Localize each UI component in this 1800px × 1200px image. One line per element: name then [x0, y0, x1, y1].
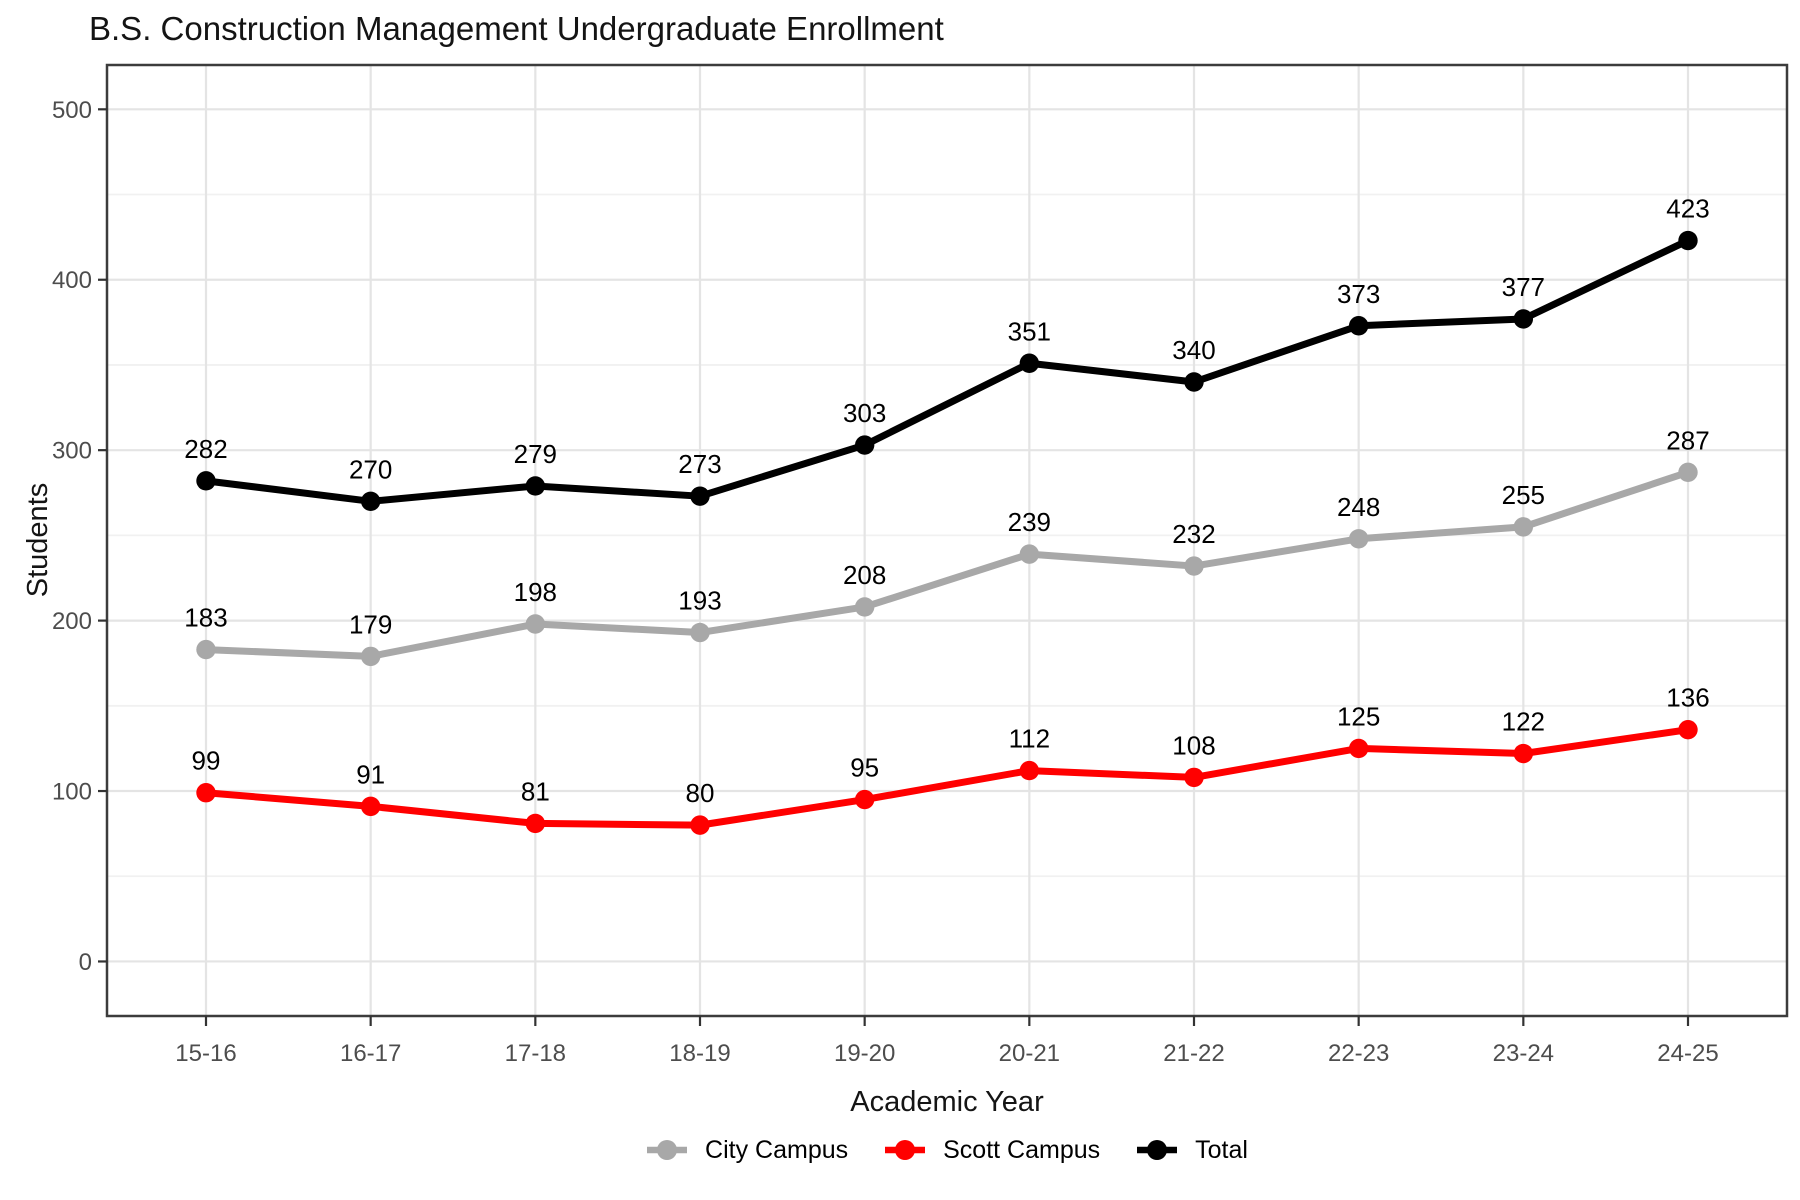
legend-label-city-campus: City Campus — [705, 1135, 849, 1164]
x-tick-label: 23-24 — [1493, 1040, 1554, 1067]
data-point-total — [360, 491, 381, 512]
legend-item-scott-campus: Scott Campus — [884, 1136, 1100, 1165]
data-point-city-campus — [196, 639, 216, 660]
data-point-city-campus — [525, 614, 546, 634]
data-point-city-campus — [690, 622, 710, 643]
point-label-city-campus: 193 — [678, 586, 721, 616]
data-point-total — [1184, 372, 1204, 392]
legend-key-icon-total — [1137, 1140, 1178, 1160]
legend: City Campus Scott Campus Total — [107, 1132, 1787, 1168]
y-tick-label: 200 — [52, 608, 92, 635]
data-point-scott-campus — [690, 815, 710, 835]
data-point-scott-campus — [525, 813, 546, 834]
point-label-total: 270 — [349, 454, 392, 484]
y-tick-label: 300 — [52, 438, 92, 465]
point-label-scott-campus: 80 — [686, 778, 715, 808]
x-tick-label: 21-22 — [1163, 1040, 1224, 1067]
data-point-scott-campus — [1348, 738, 1369, 759]
point-label-scott-campus: 108 — [1172, 730, 1215, 760]
data-point-city-campus — [1184, 556, 1204, 576]
point-label-city-campus: 208 — [843, 560, 886, 590]
data-point-total — [525, 476, 546, 496]
x-tick-label: 22-23 — [1328, 1040, 1389, 1067]
point-label-total: 377 — [1502, 272, 1545, 302]
data-point-city-campus — [1019, 544, 1040, 564]
series-line-scott-campus — [205, 726, 1689, 829]
chart-title: B.S. Construction Management Undergradua… — [89, 10, 944, 47]
legend-item-city-campus: City Campus — [646, 1136, 848, 1165]
x-tick-label: 18-19 — [669, 1040, 730, 1067]
x-tick-label: 17-18 — [505, 1040, 566, 1067]
point-label-city-campus: 198 — [514, 577, 557, 607]
data-point-city-campus — [1348, 529, 1369, 549]
point-label-city-campus: 183 — [184, 603, 227, 633]
y-tick-label: 400 — [52, 267, 92, 294]
point-label-city-campus: 287 — [1666, 425, 1709, 455]
point-label-scott-campus: 81 — [521, 776, 550, 806]
point-label-total: 282 — [184, 434, 227, 464]
data-point-total — [1019, 353, 1040, 373]
x-tick-label: 19-20 — [834, 1040, 895, 1067]
point-label-scott-campus: 136 — [1666, 683, 1709, 713]
panel-border — [105, 63, 1789, 1018]
point-label-total: 373 — [1337, 279, 1380, 309]
data-point-scott-campus — [360, 796, 381, 817]
data-point-total — [1513, 309, 1534, 329]
legend-key-dot — [895, 1140, 916, 1160]
x-tick-label: 20-21 — [999, 1040, 1060, 1067]
data-point-city-campus — [854, 597, 875, 617]
data-point-scott-campus — [1678, 719, 1698, 740]
point-label-scott-campus: 99 — [192, 746, 221, 776]
point-label-total: 351 — [1008, 316, 1051, 346]
data-point-scott-campus — [1019, 760, 1040, 781]
point-label-city-campus: 179 — [349, 609, 392, 639]
point-label-scott-campus: 112 — [1009, 724, 1050, 754]
point-label-total: 423 — [1666, 194, 1709, 224]
data-point-scott-campus — [1513, 743, 1534, 764]
data-point-total — [196, 471, 216, 491]
data-point-scott-campus — [854, 789, 875, 810]
data-point-total — [1678, 230, 1698, 251]
data-point-total — [690, 486, 710, 506]
legend-item-total: Total — [1136, 1136, 1248, 1165]
data-point-total — [854, 435, 875, 455]
legend-label-scott-campus: Scott Campus — [943, 1135, 1101, 1164]
data-point-city-campus — [1678, 462, 1698, 483]
point-label-city-campus: 232 — [1172, 519, 1215, 549]
legend-key-icon-city-campus — [647, 1140, 688, 1160]
legend-key-dot — [1147, 1140, 1168, 1160]
point-label-city-campus: 239 — [1008, 507, 1051, 537]
y-tick-label: 100 — [52, 779, 92, 806]
point-label-scott-campus: 95 — [850, 753, 879, 783]
data-point-total — [1348, 316, 1369, 336]
point-label-city-campus: 255 — [1502, 480, 1545, 510]
x-tick-label: 24-25 — [1657, 1040, 1718, 1067]
data-point-city-campus — [360, 646, 381, 667]
x-axis-title: Academic Year — [850, 1086, 1044, 1118]
point-label-scott-campus: 122 — [1502, 707, 1545, 737]
point-label-total: 279 — [514, 439, 557, 469]
y-tick-label: 500 — [52, 97, 92, 124]
x-tick-label: 15-16 — [175, 1040, 236, 1067]
series-line-total — [205, 237, 1690, 505]
data-point-scott-campus — [1184, 767, 1204, 788]
legend-key-icon-scott-campus — [885, 1140, 926, 1160]
point-label-total: 340 — [1172, 335, 1215, 365]
data-point-city-campus — [1513, 517, 1534, 537]
data-point-scott-campus — [196, 783, 216, 803]
x-tick-label: 16-17 — [340, 1040, 401, 1067]
point-label-scott-campus: 91 — [356, 759, 385, 789]
point-label-total: 273 — [678, 449, 721, 479]
point-label-city-campus: 248 — [1337, 492, 1380, 522]
y-tick-label: 0 — [79, 949, 92, 976]
point-label-scott-campus: 125 — [1337, 701, 1380, 731]
legend-label-total: Total — [1195, 1135, 1248, 1164]
point-label-total: 303 — [843, 398, 886, 428]
series-line-city-campus — [205, 469, 1690, 660]
legend-key-dot — [657, 1140, 678, 1160]
